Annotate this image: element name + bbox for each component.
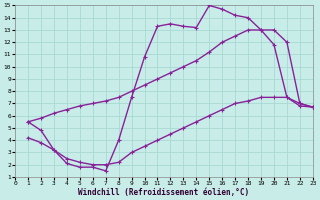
X-axis label: Windchill (Refroidissement éolien,°C): Windchill (Refroidissement éolien,°C) bbox=[78, 188, 250, 197]
